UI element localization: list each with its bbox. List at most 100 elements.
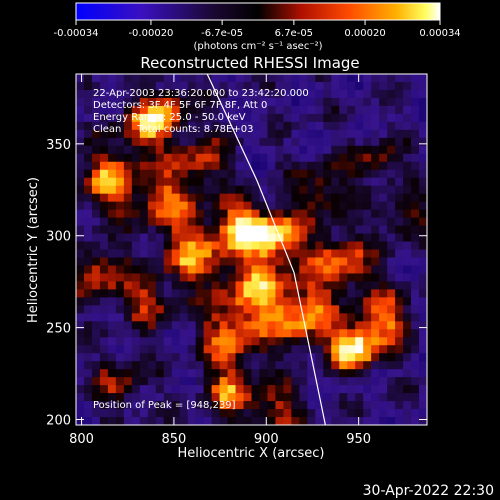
heatmap-cell xyxy=(291,297,300,306)
heatmap-cell xyxy=(419,345,427,354)
heatmap-cell xyxy=(211,81,221,91)
heatmap-cell xyxy=(371,417,380,425)
heatmap-cell xyxy=(115,201,125,211)
heatmap-cell xyxy=(259,201,269,211)
heatmap-cell xyxy=(363,225,372,235)
heatmap-cell xyxy=(139,345,149,354)
heatmap-cell xyxy=(371,89,380,99)
heatmap-cell xyxy=(123,337,133,346)
heatmap-cell xyxy=(235,329,245,338)
heatmap-cell xyxy=(299,329,308,338)
heatmap-cell xyxy=(139,257,149,267)
heatmap-cell xyxy=(203,305,213,314)
heatmap-cell xyxy=(307,265,316,275)
heatmap-cell xyxy=(275,345,285,354)
heatmap-cell xyxy=(195,329,205,338)
heatmap-cell xyxy=(323,409,332,418)
heatmap-cell xyxy=(259,113,269,123)
heatmap-cell xyxy=(211,161,221,171)
heatmap-cell xyxy=(355,81,364,91)
heatmap-cell xyxy=(395,337,404,346)
heatmap-cell xyxy=(179,369,189,378)
heatmap-cell xyxy=(419,337,427,346)
heatmap-cell xyxy=(131,305,141,314)
heatmap-cell xyxy=(371,337,380,346)
heatmap-cell xyxy=(315,81,324,91)
heatmap-cell xyxy=(355,105,364,115)
heatmap-cell xyxy=(155,289,165,298)
heatmap-cell xyxy=(123,289,133,298)
heatmap-cell xyxy=(259,393,269,402)
heatmap-cell xyxy=(267,153,277,163)
heatmap-cell xyxy=(227,353,237,362)
heatmap-cell xyxy=(283,265,292,275)
heatmap-cell xyxy=(331,121,340,131)
heatmap-cell xyxy=(299,345,308,354)
heatmap-cell xyxy=(283,393,292,402)
heatmap-cell xyxy=(395,273,404,283)
heatmap-cell xyxy=(379,401,388,410)
heatmap-cell xyxy=(371,361,380,370)
heatmap-cell xyxy=(395,233,404,243)
heatmap-cell xyxy=(139,185,149,195)
heatmap-cell xyxy=(387,265,396,275)
heatmap-cell xyxy=(419,209,427,219)
heatmap-cell xyxy=(347,273,356,283)
heatmap-cell xyxy=(251,321,261,330)
heatmap-cell xyxy=(187,257,197,267)
heatmap-cell xyxy=(267,409,277,418)
heatmap-cell xyxy=(187,273,197,283)
x-tick-label: 950 xyxy=(346,432,371,447)
heatmap-cell xyxy=(227,337,237,346)
heatmap-cell xyxy=(363,161,372,171)
heatmap-cell xyxy=(379,193,388,203)
heatmap-cell xyxy=(155,297,165,306)
heatmap-cell xyxy=(83,225,93,235)
heatmap-cell xyxy=(419,105,427,115)
heatmap-cell xyxy=(339,361,348,370)
heatmap-cell xyxy=(123,265,133,275)
heatmap-cell xyxy=(387,153,396,163)
heatmap-cell xyxy=(76,81,85,91)
heatmap-cell xyxy=(83,105,93,115)
heatmap-cell xyxy=(139,153,149,163)
heatmap-cell xyxy=(171,417,181,425)
heatmap-cell xyxy=(123,313,133,322)
heatmap-cell xyxy=(331,233,340,243)
heatmap-cell xyxy=(283,97,292,107)
heatmap-cell xyxy=(171,297,181,306)
heatmap-cell xyxy=(379,145,388,155)
heatmap-cell xyxy=(323,329,332,338)
heatmap-cell xyxy=(163,409,173,418)
heatmap-cell xyxy=(107,265,117,275)
heatmap-cell xyxy=(283,153,292,163)
heatmap-cell xyxy=(355,289,364,298)
heatmap-cell xyxy=(315,273,324,283)
heatmap-cell xyxy=(267,313,277,322)
heatmap-cell xyxy=(267,249,277,259)
heatmap-cell xyxy=(283,329,292,338)
heatmap-cell xyxy=(195,249,205,259)
heatmap-cell xyxy=(403,249,412,259)
heatmap-cell xyxy=(235,297,245,306)
annotation-detectors: Detectors: 3F 4F 5F 6F 7F 8F, Att 0 xyxy=(93,100,267,111)
heatmap-cell xyxy=(387,97,396,107)
heatmap-cell xyxy=(267,177,277,187)
heatmap-cell xyxy=(123,297,133,306)
heatmap-cell xyxy=(379,225,388,235)
heatmap-cell xyxy=(403,225,412,235)
heatmap-cell xyxy=(99,201,109,211)
heatmap-cell xyxy=(355,161,364,171)
heatmap-cell xyxy=(83,289,93,298)
heatmap-cell xyxy=(275,137,285,147)
heatmap-cell xyxy=(395,193,404,203)
heatmap-cell xyxy=(115,401,125,410)
heatmap-cell xyxy=(179,305,189,314)
heatmap-cell xyxy=(267,185,277,195)
heatmap-cell xyxy=(171,337,181,346)
heatmap-cell xyxy=(387,129,396,139)
heatmap-cell xyxy=(235,305,245,314)
heatmap-cell xyxy=(235,185,245,195)
heatmap-cell xyxy=(267,369,277,378)
heatmap-cell xyxy=(139,353,149,362)
